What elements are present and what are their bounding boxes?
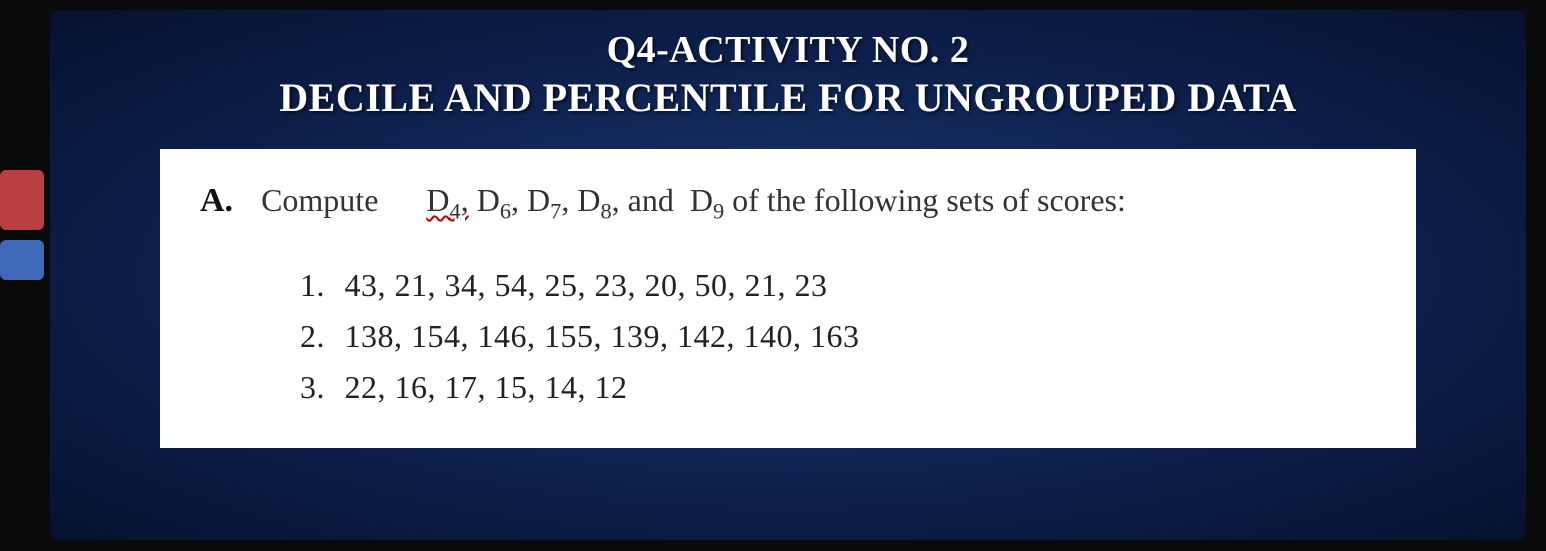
data-list: 1. 43, 21, 34, 54, 25, 23, 20, 50, 21, 2…: [300, 267, 1376, 406]
row-values: 22, 16, 17, 15, 14, 12: [345, 369, 628, 405]
instruction-line: A. Compute D4, D6, D7, D8, and D9 of the…: [200, 177, 1376, 227]
edge-decor: [0, 240, 44, 280]
row-number: 2.: [300, 318, 336, 355]
instruction-suffix: of the following sets of scores:: [732, 182, 1126, 218]
decile-d4: D4,: [426, 182, 468, 218]
decile-and: and: [628, 182, 674, 218]
data-row: 3. 22, 16, 17, 15, 14, 12: [300, 369, 1376, 406]
data-row: 1. 43, 21, 34, 54, 25, 23, 20, 50, 21, 2…: [300, 267, 1376, 304]
instruction-verb: Compute: [261, 182, 378, 218]
decile-d7: D7,: [527, 182, 569, 218]
data-row: 2. 138, 154, 146, 155, 139, 142, 140, 16…: [300, 318, 1376, 355]
slide-title-line1: Q4-ACTIVITY NO. 2: [50, 28, 1526, 72]
row-values: 43, 21, 34, 54, 25, 23, 20, 50, 21, 23: [345, 267, 828, 303]
row-number: 3.: [300, 369, 336, 406]
part-label: A.: [200, 182, 233, 219]
row-values: 138, 154, 146, 155, 139, 142, 140, 163: [345, 318, 860, 354]
decile-d6: D6,: [477, 182, 519, 218]
decile-d9: D9: [690, 182, 724, 218]
decile-d8: D8,: [577, 182, 619, 218]
content-box: A. Compute D4, D6, D7, D8, and D9 of the…: [160, 149, 1416, 448]
slide: Q4-ACTIVITY NO. 2 DECILE AND PERCENTILE …: [50, 10, 1526, 540]
offscreen-edge: [0, 170, 50, 370]
edge-decor: [0, 170, 44, 230]
decile-list: D4, D6, D7, D8, and D9: [426, 182, 732, 218]
row-number: 1.: [300, 267, 336, 304]
slide-title-line2: DECILE AND PERCENTILE FOR UNGROUPED DATA: [50, 74, 1526, 121]
